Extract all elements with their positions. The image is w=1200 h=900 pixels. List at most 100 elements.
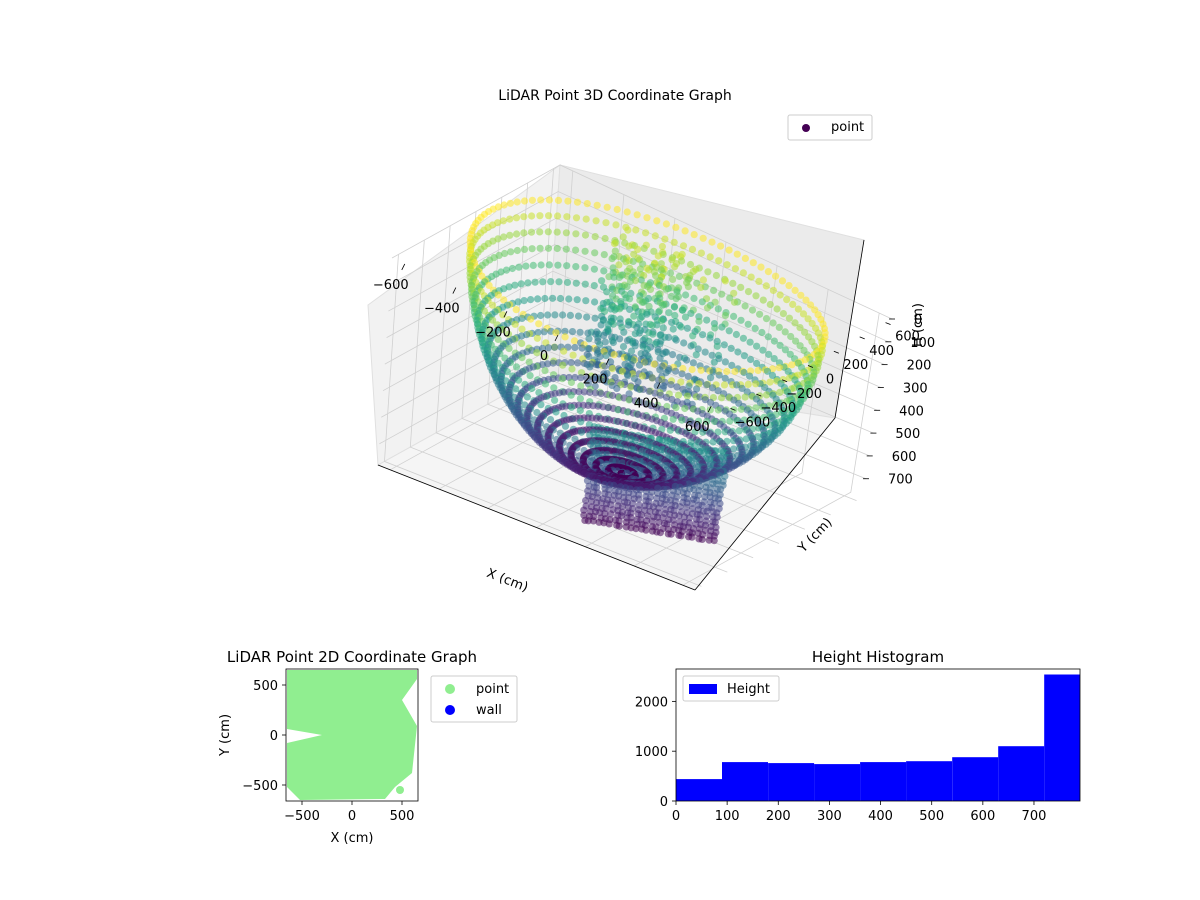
- point-3d: [689, 359, 698, 367]
- point-3d: [550, 384, 558, 392]
- point-3d: [610, 273, 618, 281]
- point-3d: [567, 378, 576, 386]
- y-tick-label-2d: 0: [270, 729, 278, 744]
- point-3d: [730, 298, 739, 306]
- point-3d: [682, 291, 690, 299]
- point-3d: [681, 227, 689, 235]
- y-tick-3d: [859, 336, 865, 340]
- point-3d: [633, 211, 641, 219]
- point-3d: [571, 343, 579, 352]
- histogram-bar: [814, 764, 861, 801]
- point-cloud-3d: [465, 196, 829, 545]
- point-3d: [547, 278, 555, 286]
- point-3d: [698, 535, 706, 544]
- point-3d: [620, 328, 628, 336]
- point-3d: [622, 434, 630, 442]
- x-tick-3d: [656, 382, 661, 389]
- point-3d: [691, 428, 699, 436]
- legend-3d-box: [787, 114, 873, 141]
- point-3d: [687, 309, 695, 317]
- point-3d: [613, 205, 621, 214]
- point-3d: [527, 296, 535, 304]
- point-3d: [499, 325, 507, 334]
- point-3d: [553, 228, 561, 236]
- point-3d: [688, 533, 696, 541]
- point-3d: [591, 298, 599, 306]
- point-3d: [679, 242, 688, 250]
- point-3d: [637, 276, 645, 284]
- point-3d: [619, 343, 628, 351]
- point-3d: [572, 246, 580, 254]
- point-3d: [523, 393, 532, 401]
- point-3d: [626, 305, 634, 313]
- y-tick-label-3d: 200: [843, 358, 868, 373]
- point-3d: [513, 198, 521, 206]
- point-3d: [744, 320, 752, 328]
- point-3d: [665, 333, 673, 341]
- point-3d: [536, 244, 544, 252]
- point-3d: [626, 277, 635, 286]
- point-3d: [609, 391, 617, 400]
- point-3d: [733, 250, 741, 258]
- point-3d: [672, 404, 680, 412]
- point-3d: [697, 283, 705, 291]
- point-3d: [608, 365, 617, 373]
- point-3d: [747, 273, 755, 281]
- point-3d: [559, 361, 567, 369]
- point-3d: [608, 255, 616, 263]
- y-tick-3d: [833, 350, 839, 354]
- point-3d: [775, 323, 783, 331]
- point-3d: [643, 214, 651, 222]
- point-3d: [541, 353, 549, 361]
- point-3d: [714, 387, 722, 395]
- point-3d: [703, 381, 711, 389]
- point-3d: [544, 311, 552, 319]
- point-3d: [535, 320, 543, 328]
- point-3d: [645, 387, 653, 395]
- scatter-2d-point: [336, 737, 344, 745]
- point-3d: [671, 263, 679, 271]
- histogram-x-tick-label: 100: [715, 809, 740, 824]
- point-3d: [688, 365, 696, 374]
- point-3d: [544, 244, 553, 252]
- point-3d: [757, 263, 765, 271]
- point-3d: [714, 305, 722, 313]
- point-3d: [551, 343, 559, 351]
- point-3d: [677, 378, 685, 386]
- point-3d: [704, 268, 712, 276]
- histogram-title: Height Histogram: [812, 648, 944, 666]
- point-3d: [657, 317, 666, 325]
- point-3d: [762, 315, 771, 323]
- grid-line-3d: [384, 270, 878, 411]
- point-3d: [528, 196, 537, 204]
- point-3d: [703, 417, 711, 425]
- point-3d: [538, 344, 547, 352]
- point-3d: [772, 272, 780, 280]
- point-3d: [623, 208, 631, 216]
- grid-line-3d: [391, 164, 893, 320]
- point-3d: [533, 334, 542, 342]
- point-3d: [668, 318, 676, 326]
- point-3d: [561, 327, 569, 335]
- point-3d: [500, 233, 508, 241]
- point-3d: [585, 345, 594, 353]
- point-3d: [804, 315, 812, 323]
- point-3d: [642, 358, 650, 366]
- z-tick-label-3d: 600: [892, 450, 917, 465]
- point-3d: [566, 311, 575, 319]
- point-3d: [603, 288, 611, 296]
- point-3d: [632, 525, 640, 533]
- point-3d: [730, 289, 738, 297]
- point-3d: [672, 223, 680, 231]
- point-3d: [654, 252, 662, 260]
- point-3d: [762, 282, 770, 290]
- y-tick-3d: [807, 365, 814, 368]
- point-3d: [671, 311, 679, 320]
- point-3d: [615, 522, 623, 530]
- point-3d: [607, 510, 615, 518]
- point-3d: [650, 360, 658, 368]
- point-3d: [674, 391, 683, 399]
- histogram-bar: [768, 763, 815, 801]
- point-3d: [589, 517, 598, 525]
- point-3d: [520, 245, 529, 253]
